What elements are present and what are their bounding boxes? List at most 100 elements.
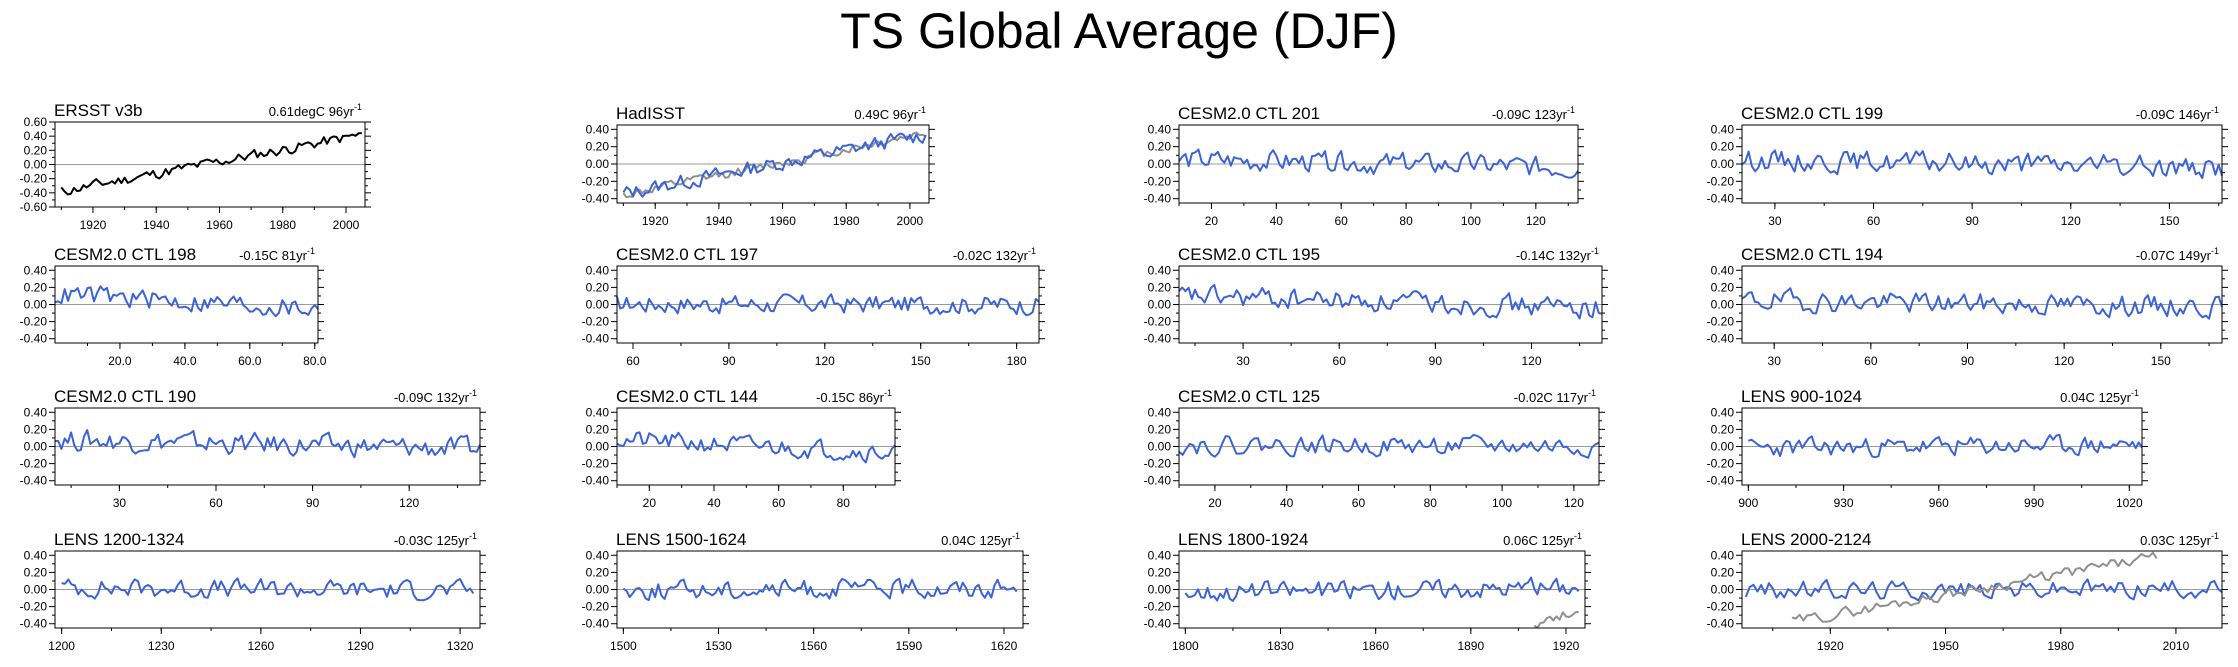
chart-panel: -0.40 -0.20 0.00 0.20 0.40 20 40 60 80 CESM2.0 CT…	[582, 387, 901, 510]
x-tick-label: 2000	[897, 214, 924, 228]
y-tick-label: 0.40	[1711, 548, 1735, 562]
x-tick-label: 2000	[333, 218, 360, 232]
panel-stat: -0.03C 125yr-1	[394, 531, 477, 548]
y-tick-label: -0.20	[582, 174, 610, 188]
panel-title: CESM2.0 CTL 194	[1741, 245, 1883, 264]
y-tick-label: -0.40	[20, 332, 48, 346]
series-line	[61, 577, 475, 602]
y-tick-label: 0.60	[24, 115, 48, 129]
y-tick-label: 0.20	[24, 143, 48, 157]
y-tick-label: -0.20	[20, 600, 48, 614]
panel-stat-exponent: -1	[469, 388, 477, 398]
y-tick-label: 0.00	[1148, 298, 1172, 312]
x-tick-label: 20	[643, 496, 657, 510]
y-tick-label: 0.00	[586, 583, 610, 597]
x-tick-label: 40	[1280, 496, 1294, 510]
y-tick-label: 0.40	[24, 405, 48, 419]
x-tick-label: 60	[626, 354, 640, 368]
y-tick-label: 0.00	[1148, 583, 1172, 597]
panel-title: ERSST v3b	[54, 101, 143, 120]
y-tick-label: 0.00	[586, 440, 610, 454]
y-tick-label: -0.40	[582, 192, 610, 206]
panel-stat: -0.07C 149yr-1	[2136, 246, 2219, 263]
panel-title: LENS 900-1024	[1741, 387, 1862, 406]
panel-stat-exponent: -1	[307, 246, 315, 256]
panel-title: LENS 2000-2124	[1741, 530, 1871, 549]
y-tick-label: -0.20	[582, 600, 610, 614]
panel-stat-exponent: -1	[1012, 531, 1020, 541]
x-tick-label: 120	[1526, 214, 1546, 228]
chart-panel: -0.40 -0.20 0.00 0.20 0.40 30 60 90 120 150 CESM2.…	[1707, 245, 2228, 368]
page-title: TS Global Average (DJF)	[840, 3, 1398, 59]
y-tick-label: 0.40	[24, 263, 48, 277]
panel-stat-exponent: -1	[1574, 531, 1582, 541]
y-tick-label: -0.40	[1144, 192, 1172, 206]
panel-stat-exponent: -1	[2131, 388, 2139, 398]
panel-stat-exponent: -1	[354, 102, 362, 112]
y-tick-label: 0.20	[1711, 140, 1735, 154]
y-tick-label: 0.40	[586, 405, 610, 419]
y-tick-label: -0.40	[582, 474, 610, 488]
panel-title: CESM2.0 CTL 199	[1741, 104, 1883, 123]
y-tick-label: -0.20	[582, 457, 610, 471]
y-tick-label: 0.20	[1148, 280, 1172, 294]
x-tick-label: 20.0	[108, 354, 132, 368]
y-tick-label: -0.20	[1707, 315, 1735, 329]
x-tick-label: 60	[1864, 354, 1878, 368]
x-tick-label: 1230	[148, 639, 175, 653]
y-tick-label: 0.40	[1711, 405, 1735, 419]
series-line	[1533, 610, 1579, 629]
y-tick-label: 0.20	[586, 422, 610, 436]
y-tick-label: 0.00	[586, 298, 610, 312]
y-tick-label: 0.00	[1711, 583, 1735, 597]
y-tick-label: 0.00	[586, 157, 610, 171]
x-tick-label: 1920	[642, 214, 669, 228]
panel-title: CESM2.0 CTL 201	[1178, 104, 1320, 123]
x-tick-label: 90	[306, 496, 320, 510]
y-tick-label: 0.40	[1148, 122, 1172, 136]
chart-panel: -0.40 -0.20 0.00 0.20 0.40 1920 1940 1960 1980 20…	[582, 104, 935, 228]
y-tick-label: -0.20	[20, 172, 48, 186]
y-tick-label: 0.20	[24, 280, 48, 294]
y-tick-label: -0.20	[1144, 315, 1172, 329]
chart-panel: -0.40 -0.20 0.00 0.20 0.40 20 40 60 80 100 120 CESM…	[1144, 104, 1584, 228]
y-tick-label: -0.40	[1707, 332, 1735, 346]
panel-stat: -0.09C 123yr-1	[1492, 105, 1575, 122]
series-line	[1184, 576, 1580, 602]
y-tick-label: 0.00	[1148, 157, 1172, 171]
x-tick-label: 60	[772, 496, 786, 510]
panel-stat: -0.02C 117yr-1	[1514, 388, 1596, 405]
x-tick-label: 30	[1768, 354, 1782, 368]
panel-stat-exponent: -1	[884, 388, 892, 398]
x-tick-label: 20	[1208, 496, 1222, 510]
panel-stat-exponent: -1	[1588, 388, 1596, 398]
y-tick-label: 0.20	[586, 565, 610, 579]
series-line	[1178, 148, 1579, 179]
y-tick-label: 0.20	[1148, 565, 1172, 579]
panel-title: CESM2.0 CTL 195	[1178, 245, 1320, 264]
series-line	[1747, 433, 2143, 459]
x-tick-label: 1940	[143, 218, 170, 232]
y-tick-label: -0.40	[1144, 617, 1172, 631]
x-tick-label: 900	[1738, 496, 1758, 510]
series-line	[616, 293, 1040, 317]
x-tick-label: 120	[2061, 214, 2081, 228]
x-tick-label: 30	[113, 496, 127, 510]
panel-stat-exponent: -1	[918, 105, 926, 115]
x-tick-label: 120	[2054, 354, 2074, 368]
y-tick-label: -0.20	[1144, 600, 1172, 614]
y-tick-label: 0.00	[24, 298, 48, 312]
x-tick-label: 1950	[1932, 639, 1959, 653]
series-line	[1178, 434, 1600, 459]
x-tick-label: 1920	[1817, 639, 1844, 653]
x-tick-label: 150	[2159, 214, 2179, 228]
y-tick-label: -0.20	[1707, 457, 1735, 471]
x-tick-label: 1290	[347, 639, 374, 653]
y-tick-label: 0.40	[586, 548, 610, 562]
panel-stat: -0.02C 132yr-1	[953, 246, 1036, 263]
panel-stat: 0.06C 125yr-1	[1503, 531, 1582, 548]
y-tick-label: -0.20	[582, 315, 610, 329]
y-tick-label: -0.40	[20, 186, 48, 200]
x-tick-label: 80	[837, 496, 851, 510]
series-line	[1744, 578, 2223, 602]
